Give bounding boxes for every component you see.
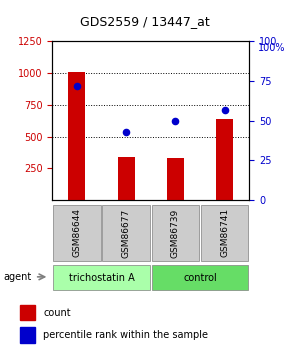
FancyBboxPatch shape bbox=[152, 265, 249, 290]
Bar bbox=[117, 157, 135, 200]
Text: 100%: 100% bbox=[258, 43, 286, 53]
Text: GSM86677: GSM86677 bbox=[122, 208, 131, 257]
Point bbox=[222, 107, 227, 112]
Point bbox=[124, 129, 128, 135]
Text: GSM86644: GSM86644 bbox=[72, 208, 81, 257]
Text: control: control bbox=[183, 273, 217, 283]
FancyBboxPatch shape bbox=[102, 205, 150, 261]
Text: GDS2559 / 13447_at: GDS2559 / 13447_at bbox=[80, 14, 210, 28]
Bar bbox=[216, 119, 233, 200]
Bar bbox=[68, 72, 86, 200]
Text: GSM86741: GSM86741 bbox=[220, 208, 229, 257]
Point bbox=[173, 118, 178, 124]
FancyBboxPatch shape bbox=[201, 205, 249, 261]
Text: agent: agent bbox=[3, 272, 31, 282]
FancyBboxPatch shape bbox=[53, 205, 101, 261]
Text: GSM86739: GSM86739 bbox=[171, 208, 180, 257]
FancyBboxPatch shape bbox=[53, 265, 150, 290]
Point bbox=[75, 83, 79, 89]
Text: trichostatin A: trichostatin A bbox=[69, 273, 134, 283]
Bar bbox=[167, 158, 184, 200]
Text: count: count bbox=[43, 308, 71, 318]
FancyBboxPatch shape bbox=[152, 205, 199, 261]
Bar bbox=[20, 327, 35, 343]
Text: percentile rank within the sample: percentile rank within the sample bbox=[43, 330, 208, 340]
Bar bbox=[20, 305, 35, 320]
